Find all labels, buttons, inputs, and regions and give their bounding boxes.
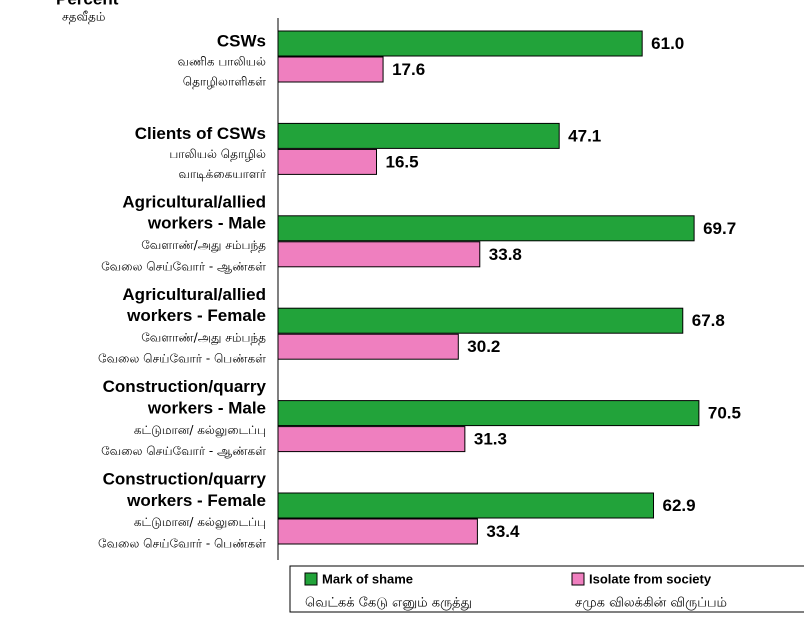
legend-box	[289, 565, 804, 613]
category-label-tamil: வேலை செய்வோர் - பெண்கள்	[98, 537, 266, 551]
category-label: Clients of CSWs	[135, 124, 266, 143]
category-label: CSWs	[217, 31, 266, 50]
category-label: Construction/quarry	[103, 377, 267, 396]
bar	[277, 307, 684, 334]
value-label: 31.3	[474, 430, 507, 449]
category-label-tamil: வேளாண்/அது சம்பந்த	[141, 330, 266, 345]
bar	[277, 56, 384, 83]
legend-label-tamil: சமுக விலக்கின் விருப்பம்	[575, 596, 727, 611]
value-label: 16.5	[386, 152, 419, 171]
category-label: workers - Female	[126, 306, 266, 325]
value-label: 33.4	[486, 522, 520, 541]
bar	[277, 426, 466, 453]
category-label-tamil: பாலியல் தொழில்	[169, 147, 266, 161]
legend-label: Mark of shame	[322, 571, 413, 586]
bar	[277, 30, 643, 57]
category-label-tamil: கட்டுமான/ கல்லுடைப்பு	[134, 423, 266, 438]
bar	[277, 492, 655, 519]
category-label: Agricultural/allied	[122, 285, 266, 304]
category-label-tamil: வேலை செய்வோர் - ஆண்கள்	[101, 444, 266, 458]
value-label: 70.5	[708, 404, 741, 423]
category-label-tamil: கட்டுமான/ கல்லுடைப்பு	[134, 515, 266, 530]
category-label-tamil: தொழிலாளிகள்	[183, 75, 266, 89]
legend-label: Isolate from society	[589, 571, 712, 586]
category-label-tamil: வேலை செய்வோர் - பெண்கள்	[98, 352, 266, 366]
bar	[277, 148, 378, 175]
bar	[277, 518, 478, 545]
value-label: 69.7	[703, 219, 736, 238]
category-label: Agricultural/allied	[122, 192, 266, 211]
value-label: 47.1	[568, 126, 601, 145]
category-label: workers - Male	[147, 398, 266, 417]
category-label: Construction/quarry	[103, 470, 267, 489]
value-label: 33.8	[489, 245, 522, 264]
legend-swatch	[571, 572, 585, 586]
chart-subtitle: சதவீதம்	[62, 10, 105, 24]
bar	[277, 333, 459, 360]
bar	[277, 122, 560, 149]
category-label-tamil: வேளாண்/அது சம்பந்த	[141, 238, 266, 253]
legend-label-tamil: வெட்கக் கேடு எனும் கருத்து	[305, 596, 472, 611]
legend-swatch	[304, 572, 318, 586]
chart-title: Percent	[56, 0, 119, 8]
value-label: 30.2	[467, 337, 500, 356]
bar	[277, 241, 481, 268]
category-label: workers - Female	[126, 491, 266, 510]
value-label: 61.0	[651, 34, 684, 53]
bar	[277, 215, 695, 242]
value-label: 67.8	[692, 311, 725, 330]
category-label: workers - Male	[147, 214, 266, 233]
bar	[277, 400, 700, 427]
value-label: 17.6	[392, 60, 425, 79]
category-label-tamil: வேலை செய்வோர் - ஆண்கள்	[101, 259, 266, 273]
category-label-tamil: வணிக பாலியல்	[178, 55, 267, 69]
category-label-tamil: வாடிக்கையாளர்	[178, 167, 266, 181]
value-label: 62.9	[663, 496, 696, 515]
